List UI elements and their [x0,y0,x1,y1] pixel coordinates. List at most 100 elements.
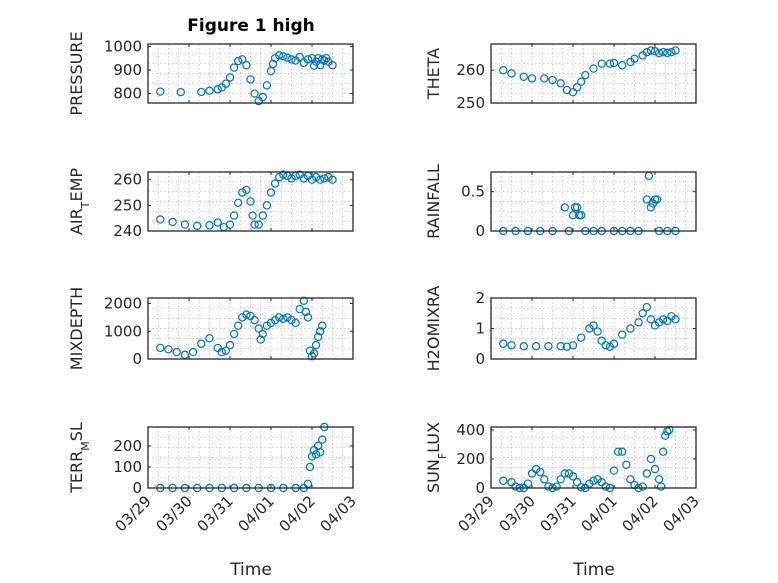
data-point [246,75,255,84]
data-point [316,61,325,70]
data-point [638,309,647,318]
data-point [305,462,315,472]
data-point [536,467,545,477]
data-point [556,341,565,351]
data-point [589,321,598,330]
data-point [156,215,165,224]
y-axis-label: SUNFLUX [424,422,449,493]
data-point [328,61,337,70]
y-tick-label: 2000 [104,295,142,313]
data-point [258,329,267,339]
data-point [318,321,327,330]
y-tick-label: 100 [113,458,142,476]
y-tick-label: 1 [475,320,485,338]
data-point [601,341,611,350]
axes-box [147,426,354,489]
data-point [238,55,247,64]
data-point [642,47,652,57]
data-point [316,327,325,336]
data-point [221,79,231,88]
subplot-air-temp: 240 250 260 AIRTEMP [67,168,354,240]
data-point [213,343,222,353]
data-point [254,220,263,229]
data-point [313,332,323,342]
data-point [238,188,247,197]
data-point [544,482,553,491]
data-point [303,55,313,64]
data-point [507,341,516,350]
x-tick-label: 04/01 [578,492,621,535]
data-point [279,170,288,179]
data-point [309,349,319,358]
data-point [275,51,284,60]
subplot-mixdepth: 0 1000 2000 MIXDEPTH [67,287,354,370]
data-point [311,340,321,350]
x-axis-label-left: Time [229,560,272,580]
data-point [552,482,561,491]
data-point [283,53,292,62]
x-tick-label: 03/30 [153,492,196,535]
y-tick-label: 2 [475,289,485,307]
data-point [250,89,259,98]
data-point [279,52,288,61]
x-tick-label: 03/29 [112,492,155,535]
data-point [301,307,311,317]
data-point [256,335,265,344]
data-point [233,198,243,207]
data-point [531,341,541,351]
data-point [605,59,615,68]
y-axis-label: RAINFALL [424,164,443,239]
data-point [295,52,304,62]
data-point [589,64,598,73]
y-tick-label: 0.5 [461,183,485,201]
data-point [205,221,214,230]
data-point [654,48,664,58]
data-point [192,221,202,231]
figure-title: Figure 1 high [187,16,315,36]
data-point [568,211,578,220]
data-point [156,87,165,96]
axes-box [147,297,354,360]
axes-box [490,43,697,104]
data-point [246,197,255,206]
data-point [577,211,586,220]
data-point [577,333,586,342]
data-point [233,56,243,66]
data-point [646,454,656,464]
subplot-pressure: 800 900 1000 PRESSURE [67,31,354,116]
axes-box [147,43,354,104]
y-tick-label: 260 [456,61,485,79]
data-point [659,47,668,57]
y-tick-label: 200 [113,437,142,455]
data-point [663,316,672,326]
data-point [217,347,226,357]
data-point [242,61,251,70]
x-tick-label: 03/29 [455,492,498,535]
data-point [663,48,672,58]
x-tick-label: 04/02 [276,492,319,535]
data-point [324,172,333,182]
subplot-h2omixra: 0 1 2 H2OMIXRA [424,286,697,372]
data-point [270,179,280,188]
y-axis-label: TERRMSL [67,422,92,494]
data-point [667,47,676,57]
data-point [671,315,680,324]
data-point [499,476,508,485]
data-point [221,346,231,355]
data-point [626,324,635,333]
data-point [320,174,329,183]
data-point [601,482,611,491]
data-point [299,296,308,305]
y-axis-label: H2OMIXRA [424,286,443,372]
data-point [609,466,619,475]
data-point [287,174,296,183]
data-point [593,327,602,336]
data-point [205,334,214,343]
data-point [320,56,329,65]
data-point [164,345,173,354]
data-point [568,472,578,481]
data-point [638,482,647,491]
data-point [197,87,206,97]
data-point [287,55,296,64]
